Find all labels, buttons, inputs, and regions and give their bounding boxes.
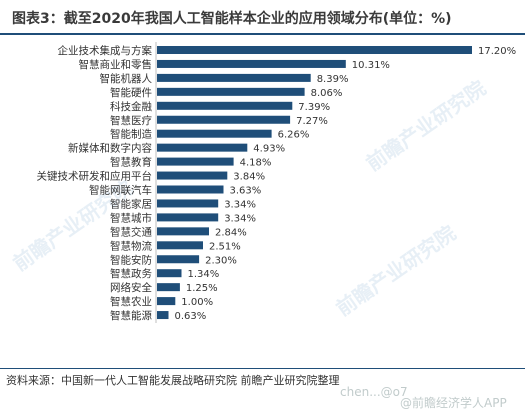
category-label: 关键技术研发和应用平台 [37,170,153,183]
chart-title: 图表3：截至2020年我国人工智能样本企业的应用领域分布(单位：%) [12,11,452,27]
category-label: 智慧农业 [110,295,152,308]
bar [157,115,291,124]
value-label: 6.26% [278,130,310,141]
value-label: 3.63% [230,186,262,197]
category-label: 智能机器人 [100,72,153,85]
bar [157,297,176,306]
bar [157,311,169,320]
watermark-footer-url: chen...@o7 [340,385,408,399]
source-rule [0,368,525,369]
bar [157,101,293,110]
category-label: 智慧商业和零售 [79,58,153,71]
category-label: 智慧城市 [110,211,152,224]
category-label: 智慧教育 [110,156,152,169]
value-label: 7.39% [298,102,330,113]
value-label: 3.84% [233,172,265,183]
bar-chart: 企业技术集成与方案 17.20% 智慧商业和零售 10.31% 智能机器人 8.39% 智能… [37,42,516,324]
value-label: 1.00% [181,297,213,308]
bar [157,87,305,96]
value-label: 8.39% [317,74,349,85]
bar [157,269,182,278]
bar [157,143,248,152]
bar [157,283,180,292]
category-label: 科技金融 [110,100,152,113]
bar [157,129,272,138]
value-label: 0.63% [175,311,207,322]
category-label: 智能制造 [110,128,152,141]
bar [157,255,200,264]
bar [157,241,203,250]
category-label: 网络安全 [110,281,152,294]
bar [157,213,219,222]
bar [157,171,228,180]
value-label: 2.30% [205,255,237,266]
category-label: 智慧能源 [110,309,152,322]
value-label: 10.31% [352,60,390,71]
value-label: 1.25% [186,283,218,294]
bar [157,157,234,166]
category-label: 智慧政务 [110,267,152,280]
value-label: 3.34% [224,199,256,210]
value-label: 1.34% [188,269,220,280]
category-label: 智慧交通 [110,225,152,238]
bar [157,199,219,208]
value-label: 7.27% [296,116,328,127]
category-label: 企业技术集成与方案 [58,44,153,57]
value-label: 4.18% [240,158,272,169]
category-label: 智慧物流 [110,239,152,252]
bar [157,73,311,82]
bar [157,59,346,68]
category-label: 智能硬件 [110,86,152,99]
value-label: 2.51% [209,241,241,252]
category-label: 智能安防 [110,253,152,266]
source-note: 资料来源：中国新一代人工智能发展战略研究院 前瞻产业研究院整理 [6,374,340,387]
value-label: 3.34% [224,213,256,224]
category-label: 智能网联汽车 [89,184,152,197]
title-rule [0,33,525,35]
category-label: 智能家居 [110,197,152,210]
bar [157,46,472,54]
value-label: 17.20% [478,46,516,57]
watermark-footer-handle: @前瞻经济学人APP [400,396,507,410]
bar [157,227,209,236]
bar [157,185,224,194]
value-label: 4.93% [253,144,285,155]
category-label: 新媒体和数字内容 [68,142,152,155]
category-label: 智慧医疗 [110,114,152,127]
value-label: 2.84% [215,227,247,238]
value-label: 8.06% [311,88,343,99]
